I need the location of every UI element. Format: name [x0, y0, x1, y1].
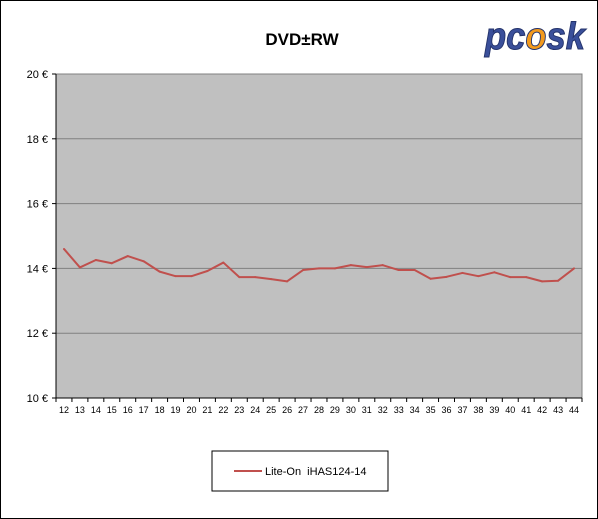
data-point: [110, 262, 113, 265]
data-point: [238, 276, 241, 279]
x-tick-label: 38: [473, 405, 483, 415]
x-axis: 12 13 14 15 16 17 18 19 20 21 22 23 24 25 26 27 28 29 30 31…: [55, 397, 583, 415]
x-tick-label: 16: [123, 405, 133, 415]
data-point: [461, 271, 464, 274]
data-point: [493, 271, 496, 274]
data-point: [525, 276, 528, 279]
data-point: [477, 275, 480, 278]
x-tick-label: 24: [250, 405, 260, 415]
data-point: [270, 278, 273, 281]
data-point: [333, 267, 336, 270]
x-tick-label: 32: [378, 405, 388, 415]
x-tick-label: 20: [186, 405, 196, 415]
data-point: [557, 279, 560, 282]
x-tick-label: 15: [107, 405, 117, 415]
series-layer: [62, 247, 576, 283]
x-tick-label: 34: [410, 405, 420, 415]
data-point: [397, 269, 400, 272]
x-tick-label: 22: [218, 405, 228, 415]
y-tick-label: 14 €: [27, 263, 48, 275]
data-point: [349, 264, 352, 267]
data-point: [365, 266, 368, 269]
x-tick-label: 41: [521, 405, 531, 415]
data-point: [573, 267, 576, 270]
x-tick-label: 12: [59, 405, 69, 415]
x-tick-label: 17: [139, 405, 149, 415]
x-tick-label: 39: [489, 405, 499, 415]
data-point: [445, 275, 448, 278]
data-point: [381, 264, 384, 267]
y-tick-label: 10 €: [27, 393, 48, 405]
x-tick-label: 35: [426, 405, 436, 415]
y-tick-label: 20 €: [27, 69, 48, 81]
data-point: [62, 247, 65, 250]
data-point: [158, 270, 161, 273]
data-point: [254, 276, 257, 279]
x-tick-label: 40: [505, 405, 515, 415]
data-point: [541, 280, 544, 283]
data-point: [206, 269, 209, 272]
x-tick-label: 29: [330, 405, 340, 415]
y-tick-label: 18 €: [27, 134, 48, 146]
x-tick-label: 19: [171, 405, 181, 415]
x-tick-label: 21: [202, 405, 212, 415]
data-point: [429, 277, 432, 280]
chart-title: DVD±RW: [265, 30, 339, 49]
x-tick-label: 28: [314, 405, 324, 415]
data-point: [78, 266, 81, 269]
data-point: [94, 258, 97, 261]
x-tick-label: 44: [569, 405, 579, 415]
x-tick-label: 33: [394, 405, 404, 415]
plot-area: [55, 73, 583, 399]
legend: Lite-On iHAS124-14: [211, 450, 389, 492]
x-tick-label: 37: [457, 405, 467, 415]
y-tick-label: 16 €: [27, 199, 48, 211]
data-point: [126, 255, 129, 258]
data-point: [222, 261, 225, 264]
legend-label: Lite-On iHAS124-14: [265, 466, 367, 478]
x-tick-label: 27: [298, 405, 308, 415]
x-tick-label: 13: [75, 405, 85, 415]
data-point: [509, 276, 512, 279]
data-point: [318, 267, 320, 270]
x-tick-label: 14: [91, 405, 101, 415]
x-tick-label: 42: [537, 405, 547, 415]
data-point: [142, 260, 145, 263]
x-tick-label: 26: [282, 405, 292, 415]
x-tick-label: 43: [553, 405, 563, 415]
x-tick-label: 18: [155, 405, 165, 415]
data-point: [174, 275, 177, 278]
data-point: [413, 269, 416, 272]
data-point: [286, 280, 289, 283]
data-point: [190, 275, 193, 278]
data-point: [302, 269, 305, 272]
logo-text: pcosk: [484, 16, 587, 58]
x-tick-label: 31: [362, 405, 372, 415]
x-tick-label: 23: [234, 405, 244, 415]
y-axis: 10 € 12 € 14 € 16 € 18 € 20 €: [27, 69, 57, 405]
x-tick-label: 30: [346, 405, 356, 415]
x-tick-label: 25: [266, 405, 276, 415]
y-tick-label: 12 €: [27, 328, 48, 340]
pcosk-logo: pcosk: [484, 16, 588, 59]
x-tick-label: 36: [442, 405, 452, 415]
